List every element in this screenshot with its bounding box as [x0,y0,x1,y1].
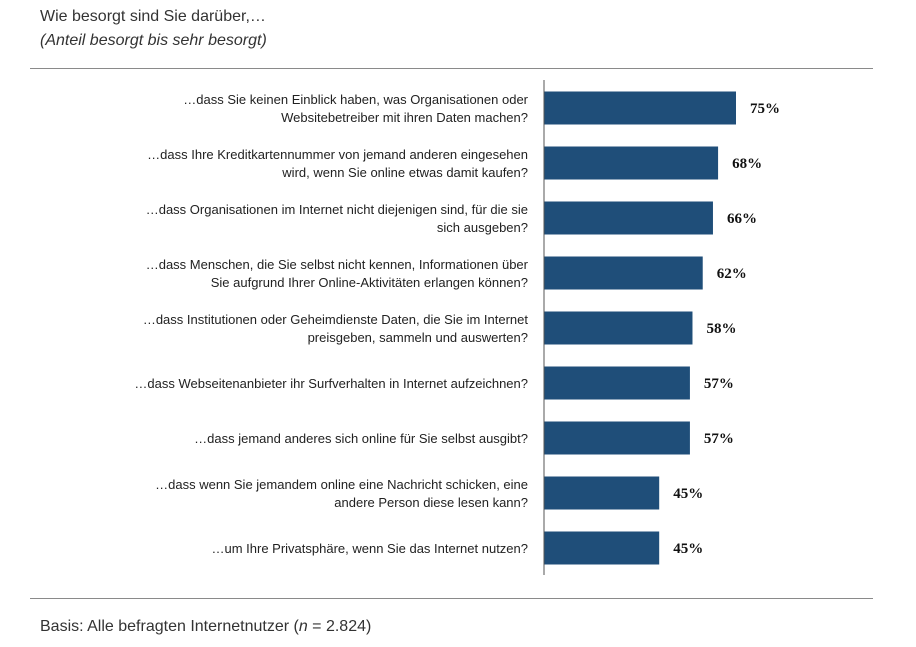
bar-8 [544,476,660,510]
category-label-8-line-1: …dass wenn Sie jemandem online eine Nach… [155,477,528,492]
basis-suffix: = 2.824) [307,618,372,635]
category-label-3-line-2: sich ausgeben? [437,220,528,235]
bottom-divider [30,598,873,599]
value-label-1: 75% [750,101,780,117]
bar-4 [544,256,703,290]
category-labels: …dass Sie keinen Einblick haben, was Org… [134,92,528,556]
value-label-2: 68% [732,156,762,172]
category-label-2-line-1: …dass Ihre Kreditkartennummer von jemand… [147,147,528,162]
bars [544,91,736,565]
category-label-5-line-1: …dass Institutionen oder Geheimdienste D… [143,312,529,327]
category-label-1-line-2: Websitebetreiber mit ihren Daten machen? [281,110,528,125]
value-label-7: 57% [704,431,734,447]
basis-note: Basis: Alle befragten Internetnutzer (n … [40,618,371,636]
value-label-8: 45% [673,486,703,502]
value-label-5: 58% [706,321,736,337]
value-labels: 75% 68% 66% 62% 58% 57% 57% 45% 45% [673,101,780,557]
bar-9 [544,531,660,565]
value-label-6: 57% [704,376,734,392]
chart-subtitle: (Anteil besorgt bis sehr besorgt) [40,32,267,49]
category-label-4-line-2: Sie aufgrund Ihrer Online-Aktivitäten er… [211,275,528,290]
value-label-3: 66% [727,211,757,227]
bar-5 [544,311,693,345]
bar-1 [544,91,736,125]
basis-n-symbol: n [298,618,308,635]
category-label-2-line-2: wird, wenn Sie online etwas damit kaufen… [281,165,528,180]
value-label-9: 45% [673,541,703,557]
bar-3 [544,201,713,235]
category-label-6-line-1: …dass Webseitenanbieter ihr Surfverhalte… [134,376,528,391]
value-label-4: 62% [717,266,747,282]
category-label-5-line-2: preisgeben, sammeln und auswerten? [308,330,528,345]
category-label-8-line-2: andere Person diese lesen kann? [334,495,528,510]
top-divider [30,68,873,69]
basis-prefix: Basis: Alle befragten Internetnutzer ( [40,618,299,635]
bar-6 [544,366,690,400]
category-label-1-line-1: …dass Sie keinen Einblick haben, was Org… [183,92,528,107]
category-label-4-line-1: …dass Menschen, die Sie selbst nicht ken… [146,257,529,272]
category-label-3-line-1: …dass Organisationen im Internet nicht d… [146,202,528,217]
bar-7 [544,421,690,455]
bar-2 [544,146,719,180]
category-label-7-line-1: …dass jemand anderes sich online für Sie… [194,431,528,446]
chart-title: Wie besorgt sind Sie darüber,… [40,8,266,25]
category-label-9-line-1: …um Ihre Privatsphäre, wenn Sie das Inte… [211,541,528,556]
